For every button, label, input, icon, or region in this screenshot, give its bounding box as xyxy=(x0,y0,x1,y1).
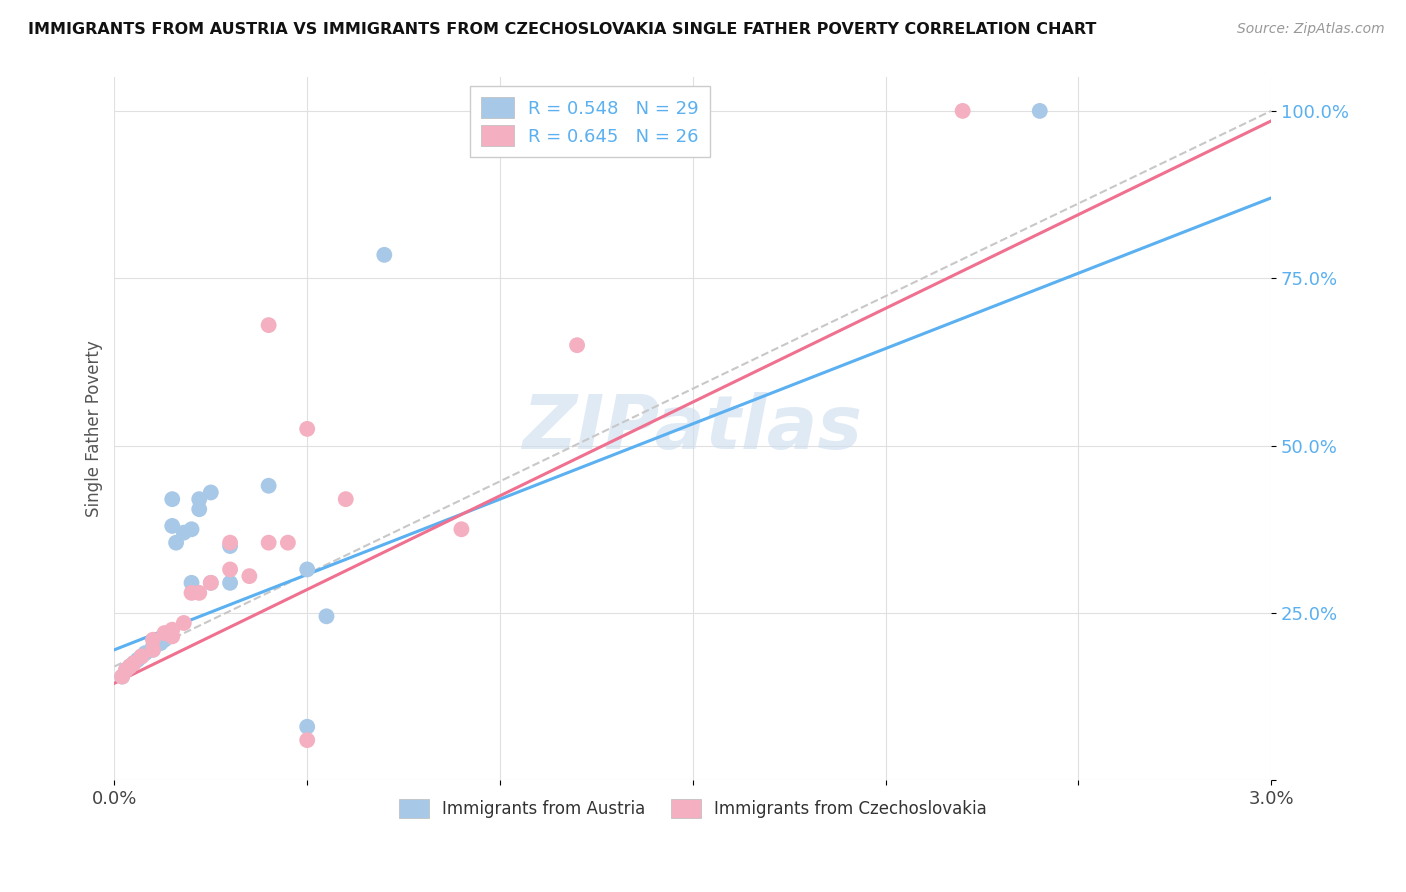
Point xyxy=(142,632,165,647)
Point xyxy=(118,659,141,673)
Text: Source: ZipAtlas.com: Source: ZipAtlas.com xyxy=(1237,22,1385,37)
Point xyxy=(131,649,153,664)
Point xyxy=(188,502,211,516)
Point xyxy=(200,485,222,500)
Point xyxy=(134,646,156,660)
Legend: Immigrants from Austria, Immigrants from Czechoslovakia: Immigrants from Austria, Immigrants from… xyxy=(392,792,993,825)
Point xyxy=(180,575,202,590)
Point xyxy=(142,642,165,657)
Point xyxy=(219,575,242,590)
Point xyxy=(153,632,176,647)
Point xyxy=(373,248,395,262)
Point xyxy=(238,569,260,583)
Point xyxy=(162,629,184,643)
Point xyxy=(142,640,165,654)
Point xyxy=(149,636,172,650)
Point xyxy=(295,562,318,576)
Point xyxy=(127,653,149,667)
Point xyxy=(295,733,318,747)
Y-axis label: Single Father Poverty: Single Father Poverty xyxy=(86,341,103,517)
Point xyxy=(219,562,242,576)
Point xyxy=(188,586,211,600)
Point xyxy=(111,669,134,683)
Point xyxy=(219,539,242,553)
Point xyxy=(165,535,187,549)
Point xyxy=(1029,103,1052,118)
Point xyxy=(162,623,184,637)
Text: ZIPatlas: ZIPatlas xyxy=(523,392,863,466)
Point xyxy=(111,669,134,683)
Point xyxy=(180,522,202,536)
Point xyxy=(115,663,138,677)
Point xyxy=(162,519,184,533)
Point xyxy=(118,659,141,673)
Point xyxy=(219,535,242,549)
Point xyxy=(115,663,138,677)
Point xyxy=(122,656,145,670)
Point xyxy=(952,103,974,118)
Point xyxy=(257,535,280,549)
Point xyxy=(180,586,202,600)
Point xyxy=(315,609,337,624)
Point xyxy=(162,492,184,507)
Point xyxy=(200,575,222,590)
Point xyxy=(335,492,357,507)
Point xyxy=(565,338,588,352)
Point xyxy=(277,535,299,549)
Point xyxy=(295,422,318,436)
Text: IMMIGRANTS FROM AUSTRIA VS IMMIGRANTS FROM CZECHOSLOVAKIA SINGLE FATHER POVERTY : IMMIGRANTS FROM AUSTRIA VS IMMIGRANTS FR… xyxy=(28,22,1097,37)
Point xyxy=(257,479,280,493)
Point xyxy=(188,492,211,507)
Point xyxy=(173,615,195,630)
Point xyxy=(122,656,145,670)
Point xyxy=(142,642,165,657)
Point xyxy=(173,525,195,540)
Point xyxy=(295,720,318,734)
Point xyxy=(450,522,472,536)
Point xyxy=(131,649,153,664)
Point xyxy=(257,318,280,332)
Point xyxy=(153,626,176,640)
Point xyxy=(200,575,222,590)
